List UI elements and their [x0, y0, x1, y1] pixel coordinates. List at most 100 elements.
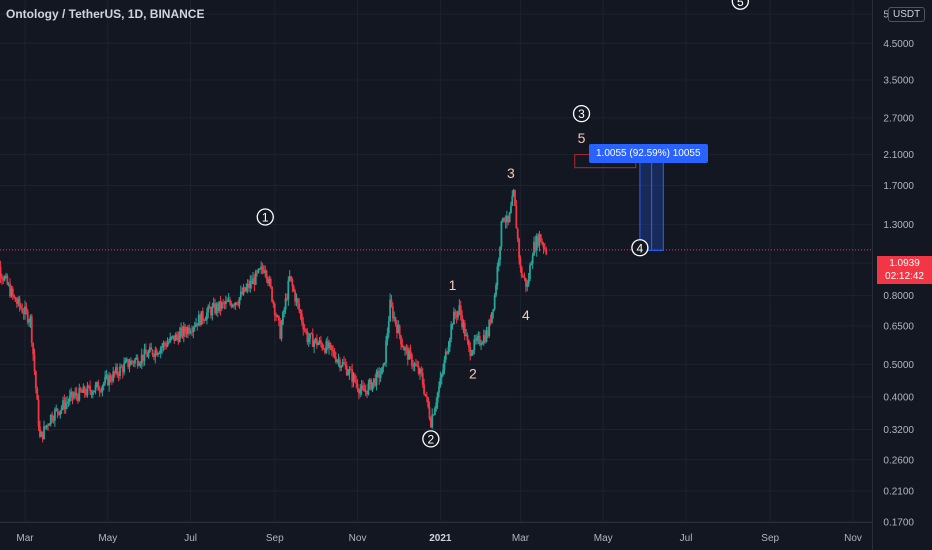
- wave-label: 5: [578, 130, 586, 146]
- candle-body: [53, 409, 56, 421]
- y-tick-label: 0.1700: [883, 517, 914, 528]
- candle-body: [349, 369, 352, 371]
- candle-body: [139, 363, 142, 365]
- candle-body: [347, 373, 349, 376]
- grid-lines: [0, 0, 872, 523]
- candle-body: [343, 362, 345, 364]
- candle-body: [241, 291, 244, 295]
- candle-body: [410, 354, 413, 366]
- candle-body: [302, 322, 305, 330]
- candle-body: [260, 266, 263, 269]
- candle-body: [315, 338, 318, 346]
- x-tick-label: Mar: [512, 533, 530, 544]
- candle-body: [514, 190, 516, 206]
- candle-body: [485, 330, 488, 342]
- candle-body: [112, 371, 115, 381]
- wave-label: 1: [262, 211, 269, 225]
- candle-body: [271, 286, 273, 302]
- candle-body: [249, 281, 252, 288]
- candle-body: [402, 346, 405, 351]
- candle-body: [169, 337, 172, 342]
- candle-body: [258, 268, 261, 270]
- candle-body: [432, 414, 435, 416]
- candle-body: [128, 364, 131, 368]
- candle-body: [182, 326, 185, 337]
- candle-body: [329, 342, 332, 346]
- candle-body: [98, 390, 101, 392]
- x-tick-label: 2021: [429, 533, 452, 544]
- candle-body: [24, 306, 26, 315]
- y-tick-label: 0.2100: [883, 487, 914, 498]
- candle-body: [67, 401, 70, 403]
- price-axis-border: [872, 0, 873, 550]
- y-tick-label: 0.6500: [883, 321, 914, 332]
- candle-body: [96, 382, 98, 385]
- candle-body: [125, 359, 128, 361]
- candle-body: [94, 384, 97, 391]
- candle-body: [56, 408, 59, 413]
- candle-body: [457, 311, 459, 318]
- candle-body: [199, 314, 202, 326]
- candle-body: [52, 420, 55, 422]
- candle-body: [201, 311, 204, 321]
- candle-body: [398, 325, 401, 336]
- candle-body: [185, 331, 188, 334]
- candle-body: [265, 270, 268, 279]
- candle-body: [286, 298, 288, 300]
- candle-body: [412, 365, 415, 367]
- candle-body: [424, 393, 427, 396]
- candle-body: [294, 291, 297, 302]
- candle-body: [406, 348, 409, 360]
- candle-body: [358, 389, 360, 394]
- candle-body: [341, 362, 344, 367]
- candle-body: [476, 337, 478, 341]
- wave-label: 4: [522, 307, 530, 323]
- candle-body: [186, 327, 189, 334]
- candle-body: [492, 309, 495, 312]
- x-tick-label: Sep: [266, 533, 284, 544]
- y-tick-label: 0.3200: [883, 425, 914, 436]
- candle-body: [353, 374, 356, 382]
- candle-body: [322, 348, 325, 350]
- candle-body: [282, 311, 284, 325]
- candle-body: [110, 380, 113, 382]
- candle-body: [405, 347, 408, 349]
- candle-body: [371, 382, 374, 390]
- candle-body: [109, 375, 112, 381]
- currency-button[interactable]: USDT: [888, 7, 926, 22]
- candle-body: [442, 369, 444, 375]
- candle-body: [523, 277, 526, 279]
- candle-body: [72, 395, 75, 398]
- candle-body: [505, 215, 508, 223]
- candle-body: [147, 351, 150, 357]
- candle-body: [230, 303, 233, 307]
- candle-body: [446, 351, 449, 354]
- candle-body: [86, 385, 89, 396]
- candle-body: [131, 360, 134, 363]
- candle-body: [184, 326, 187, 332]
- candle-body: [355, 381, 358, 384]
- drawings[interactable]: [0, 154, 872, 251]
- candle-body: [75, 392, 78, 397]
- candle-body: [264, 270, 267, 274]
- candle-body: [196, 323, 199, 326]
- candle-body: [87, 385, 90, 387]
- candle-body: [68, 395, 71, 402]
- candle-body: [11, 288, 14, 296]
- wave-label: 1: [449, 277, 457, 293]
- candle-body: [534, 241, 537, 251]
- candle-body: [295, 298, 298, 302]
- candle-body: [496, 266, 499, 286]
- candle-body: [435, 402, 438, 409]
- candle-body: [472, 350, 474, 355]
- candle-body: [499, 246, 501, 260]
- time-axis[interactable]: Mar May Jul Sep Nov 2021 Mar May Jul Sep Nov: [16, 533, 862, 544]
- candle-body: [461, 315, 463, 328]
- candle-body: [117, 374, 120, 376]
- candle-body: [119, 366, 121, 376]
- candle-body: [292, 286, 295, 292]
- candle-body: [345, 365, 348, 376]
- candle-body: [526, 284, 529, 287]
- candle-body: [85, 393, 87, 396]
